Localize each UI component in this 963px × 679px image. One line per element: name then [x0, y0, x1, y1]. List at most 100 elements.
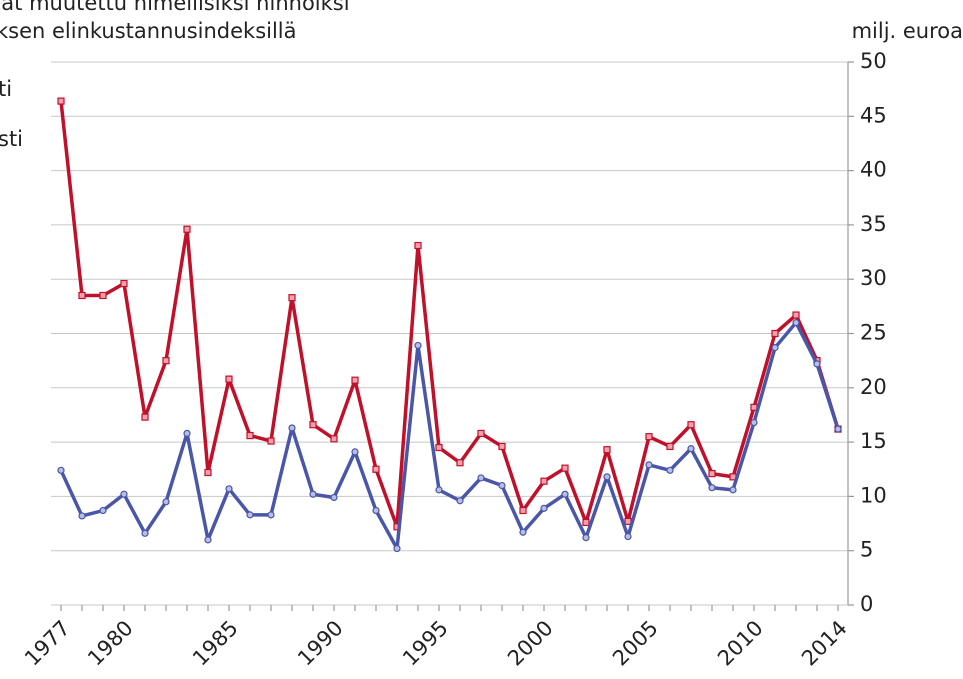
data-point [477, 474, 485, 482]
series-line [59, 100, 840, 529]
data-point [183, 225, 191, 233]
data-point [435, 486, 443, 494]
data-point [78, 512, 86, 520]
x-tick-label: 1977 [20, 616, 75, 671]
data-point [288, 424, 296, 432]
data-point [99, 291, 107, 300]
data-point [267, 511, 275, 519]
data-point [57, 97, 65, 105]
y-tick-label: 50 [860, 49, 887, 73]
data-point [57, 466, 65, 474]
chart-title: hat muutettu nimellisiksi hinnoiksi [0, 0, 350, 15]
series [57, 97, 842, 531]
data-point [687, 421, 695, 429]
data-point [246, 511, 254, 519]
data-point [351, 376, 359, 384]
y-tick-label: 0 [860, 592, 873, 616]
data-point [414, 241, 422, 250]
data-point [162, 357, 170, 365]
data-point [267, 437, 275, 445]
x-tick-label: 2010 [713, 616, 768, 671]
data-point [645, 433, 653, 441]
x-tick-label: 2000 [503, 616, 558, 671]
data-point [120, 490, 128, 498]
data-point [141, 529, 149, 537]
data-point [792, 319, 800, 327]
data-point [666, 442, 674, 451]
legend-label: sti [0, 127, 23, 151]
data-point [225, 375, 233, 383]
y-tick-label: 10 [860, 483, 887, 507]
data-point [141, 413, 149, 421]
y-tick-label: 5 [860, 538, 873, 562]
data-point [435, 443, 443, 452]
data-point [561, 490, 569, 498]
data-point [204, 536, 212, 544]
data-point [309, 421, 317, 429]
y-tick-label: 35 [860, 212, 887, 236]
data-point [498, 481, 506, 490]
legend-label: ti [0, 77, 12, 101]
data-point [582, 518, 590, 527]
data-point [645, 461, 653, 469]
data-point [393, 544, 401, 553]
data-point [78, 291, 86, 300]
chart-subtitle: ksen elinkustannusindeksillä [0, 19, 297, 43]
x-tick-label: 1985 [188, 616, 243, 671]
data-point [183, 429, 191, 438]
data-point [477, 429, 485, 438]
data-point [834, 425, 842, 433]
x-tick-label: 1980 [83, 616, 138, 671]
data-point [372, 506, 380, 515]
data-point [351, 448, 359, 456]
data-point [498, 442, 506, 451]
data-point [519, 506, 527, 515]
data-point [687, 445, 695, 453]
data-point [750, 418, 758, 427]
data-point [771, 329, 779, 338]
x-tick-label: 1990 [293, 616, 348, 671]
data-point [792, 311, 800, 319]
data-point [561, 464, 569, 472]
data-point [456, 497, 464, 505]
data-point [771, 344, 779, 352]
data-point [120, 279, 128, 288]
data-point [246, 431, 254, 440]
data-point [708, 484, 716, 492]
data-point [330, 435, 338, 443]
y-tick-label: 20 [860, 375, 887, 399]
y-tick-label: 15 [860, 429, 887, 453]
data-point [288, 294, 296, 302]
data-point [225, 485, 233, 493]
data-point [330, 493, 338, 502]
data-point [99, 506, 107, 515]
data-point [414, 341, 422, 350]
y-axis-label: milj. euroa [852, 19, 963, 43]
y-tick-label: 40 [860, 158, 887, 182]
data-point [456, 459, 464, 467]
data-point [729, 486, 737, 494]
y-tick-label: 30 [860, 266, 887, 290]
x-tick-label: 1995 [398, 616, 453, 671]
series-line [59, 320, 840, 551]
data-point [372, 465, 380, 473]
y-tick-label: 45 [860, 103, 887, 127]
data-point [603, 446, 611, 454]
series [57, 319, 842, 553]
x-tick-label: 2014 [797, 616, 852, 671]
data-point [666, 466, 674, 474]
data-point [162, 498, 170, 506]
y-tick-label: 25 [860, 321, 887, 345]
data-point [540, 477, 548, 485]
data-point [813, 360, 821, 368]
data-point [204, 468, 212, 477]
data-point [624, 532, 632, 541]
data-point [540, 504, 548, 512]
x-tick-label: 2005 [608, 616, 663, 671]
data-point [708, 469, 716, 478]
data-point [582, 534, 590, 542]
data-point [603, 473, 611, 481]
data-point [309, 490, 317, 498]
data-point [519, 528, 527, 536]
